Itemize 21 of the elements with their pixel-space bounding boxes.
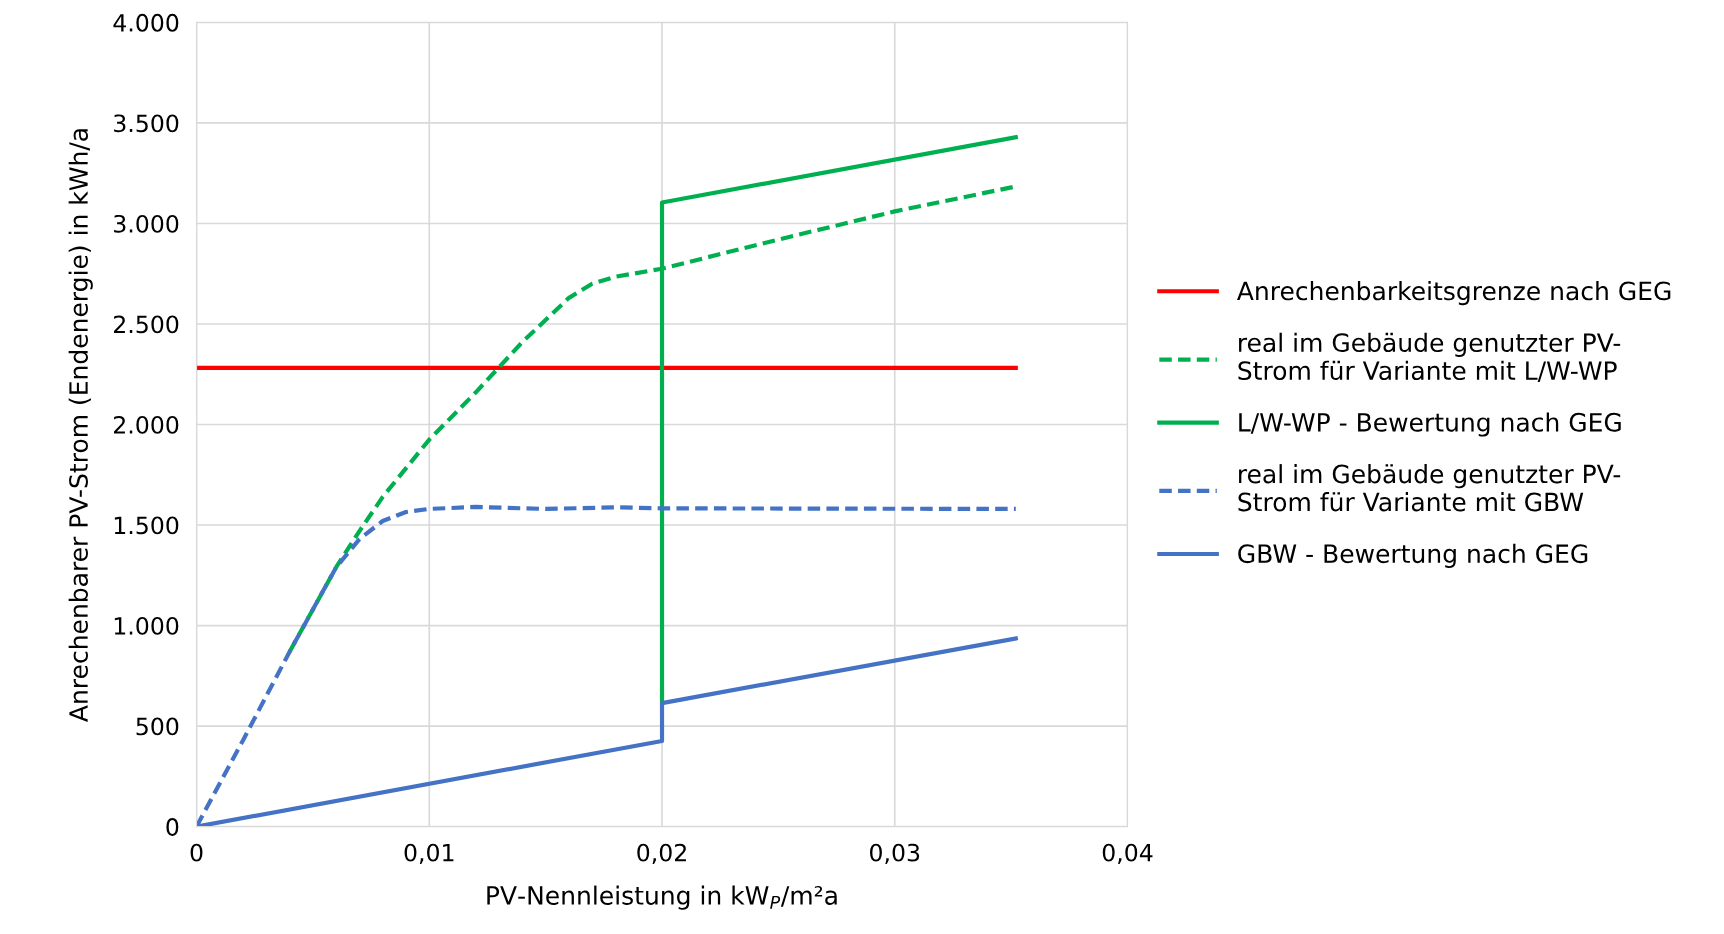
y-axis-title: Anrechenbarer PV-Strom (Endenergie) in kWh/a [68, 129, 93, 722]
legend-label: real im Gebäude genutzter PV- Strom für Variante mit L/W-WP [1238, 332, 1621, 383]
x-tick-label: 0,03 [870, 843, 920, 864]
y-tick-label: 0 [166, 818, 179, 836]
legend-label: GBW - Bewertung nach GEG [1238, 543, 1588, 568]
y-tick-label: 2.000 [114, 415, 179, 434]
y-tick-label: 2.500 [114, 315, 179, 334]
y-tick-label: 3.500 [114, 114, 179, 133]
y-tick-label: 500 [136, 717, 179, 736]
x-axis-title: PV-Nennleistung in kW$_{P}$/m²a [487, 885, 837, 910]
legend-label: real im Gebäude genutzter PV- Strom für Variante mit GBW [1238, 464, 1621, 512]
legend-label: Anrechenbarkeitsgrenze nach GEG [1237, 281, 1671, 306]
y-tick-label: 1.000 [114, 616, 179, 635]
legend-label: L/W-WP - Bewertung nach GEG [1239, 412, 1621, 437]
y-tick-label: 4.000 [113, 13, 179, 32]
x-tick-label: 0,04 [1102, 843, 1153, 864]
x-tick-label: 0 [190, 843, 203, 862]
y-tick-label: 1.500 [114, 516, 179, 535]
y-tick-label: 3.000 [114, 214, 179, 233]
x-tick-label: 0,02 [637, 843, 686, 864]
x-tick-label: 0,01 [404, 843, 454, 864]
